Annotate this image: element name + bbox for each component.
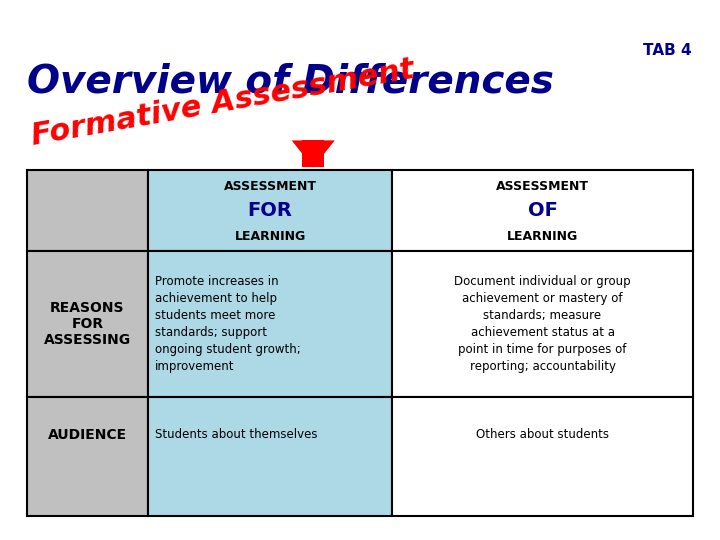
Text: Students about themselves: Students about themselves xyxy=(155,428,318,441)
Bar xyxy=(148,397,392,516)
Text: Others about students: Others about students xyxy=(476,428,609,441)
Bar xyxy=(302,140,324,167)
Text: ASSESSMENT: ASSESSMENT xyxy=(496,180,589,193)
Polygon shape xyxy=(292,140,335,167)
Bar xyxy=(27,251,148,397)
Text: AUDIENCE: AUDIENCE xyxy=(48,428,127,442)
Text: LEARNING: LEARNING xyxy=(235,230,305,243)
Text: TAB 4: TAB 4 xyxy=(642,43,691,58)
Bar xyxy=(392,251,693,397)
Bar xyxy=(392,170,693,251)
Text: ASSESSMENT: ASSESSMENT xyxy=(223,180,317,193)
Text: FOR: FOR xyxy=(248,201,292,220)
Text: Promote increases in
achievement to help
students meet more
standards; support
o: Promote increases in achievement to help… xyxy=(155,275,300,373)
Text: Formative Assessment: Formative Assessment xyxy=(29,55,417,151)
Bar xyxy=(148,251,392,397)
Text: Overview of Differences: Overview of Differences xyxy=(27,62,554,100)
Text: LEARNING: LEARNING xyxy=(507,230,578,243)
Text: OF: OF xyxy=(528,201,557,220)
Text: Document individual or group
achievement or mastery of
standards; measure
achiev: Document individual or group achievement… xyxy=(454,275,631,373)
Bar xyxy=(27,397,148,516)
Text: REASONS
FOR
ASSESSING: REASONS FOR ASSESSING xyxy=(44,301,131,347)
Bar xyxy=(392,397,693,516)
Bar xyxy=(148,170,392,251)
Bar xyxy=(27,170,148,251)
